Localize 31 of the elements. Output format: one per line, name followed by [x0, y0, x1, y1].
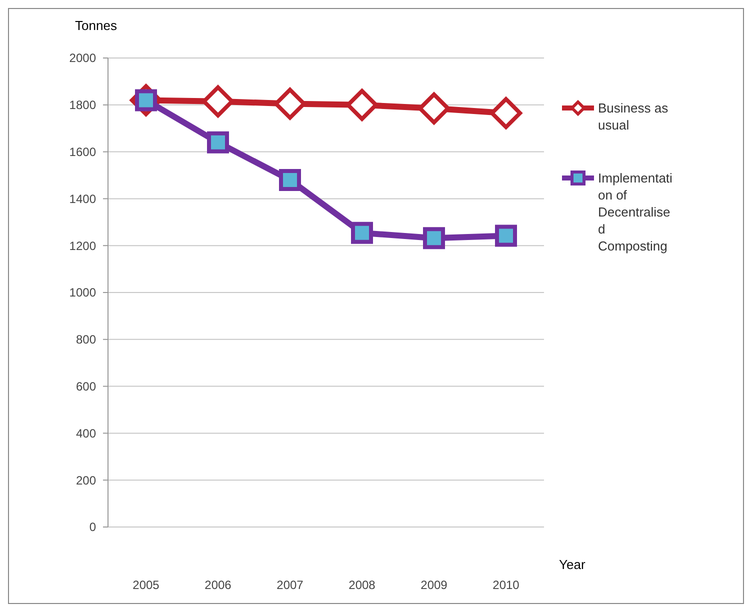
y-tick-label: 1200 [69, 238, 96, 253]
point [346, 88, 378, 121]
point [202, 85, 234, 118]
y-tick-label: 1600 [69, 145, 96, 159]
y-tick-label: 1000 [69, 286, 96, 300]
y-axis-title: Tonnes [75, 18, 118, 33]
y-tick-label: 200 [76, 473, 96, 488]
legend-label: Business as usual [598, 100, 669, 133]
point [418, 92, 450, 124]
x-tick-label: 2008 [348, 578, 376, 592]
x-axis-title: Year [559, 557, 586, 572]
y-tick-label: 1800 [69, 98, 96, 112]
point [279, 168, 301, 191]
x-tick-label: 2010 [492, 578, 520, 592]
y-tick-label: 0 [89, 520, 96, 534]
point [490, 97, 522, 130]
point [351, 222, 373, 244]
point [274, 88, 306, 120]
y-tick-label: 600 [76, 380, 96, 394]
point [207, 131, 229, 154]
x-tick-label: 2006 [204, 578, 232, 592]
x-tick-label: 2009 [420, 578, 448, 592]
legend-label: Implementation of Decentralised Composting [598, 170, 673, 254]
y-tick-label: 2000 [69, 51, 96, 66]
y-tick-label: 1400 [69, 192, 96, 206]
point [423, 227, 445, 250]
y-tick-label: 800 [76, 332, 96, 347]
point [495, 224, 517, 247]
x-tick-label: 2007 [276, 578, 304, 592]
y-tick-label: 400 [76, 426, 96, 440]
x-tick-label: 2005 [132, 578, 160, 592]
